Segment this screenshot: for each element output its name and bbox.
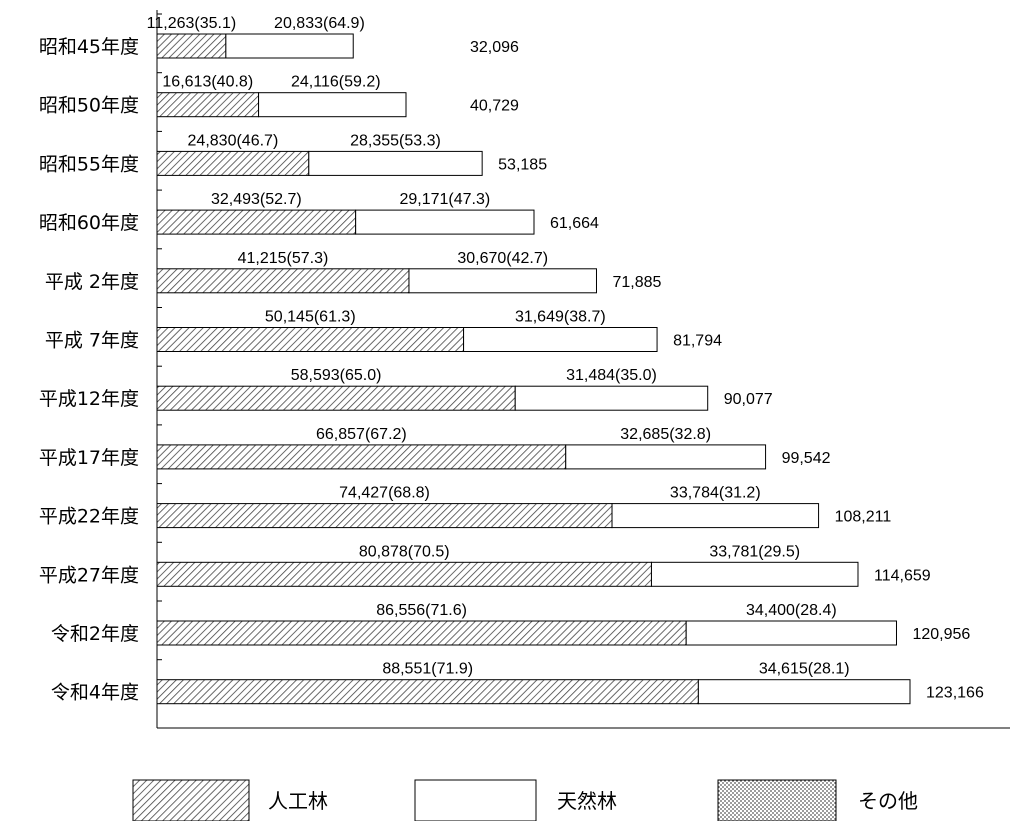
total-label: 108,211	[835, 509, 892, 526]
data-label-natural: 24,116(59.2)	[291, 74, 381, 91]
legend-label: 人工林	[268, 789, 328, 813]
data-label-planted: 16,613(40.8)	[162, 74, 253, 91]
bar-planted-forest	[156, 679, 699, 705]
data-label-natural: 34,615(28.1)	[759, 661, 850, 678]
legend-swatch-other	[717, 779, 837, 821]
plot-area: 昭和45年度 11,263(35.1) 20,833(64.9) 32,096 昭和50…	[39, 10, 1010, 729]
data-label-planted: 88,551(71.9)	[382, 661, 473, 678]
bar-planted-forest	[156, 33, 227, 59]
bar-natural-forest	[355, 209, 535, 235]
bar-planted-forest	[156, 561, 652, 587]
legend-swatch-natural	[414, 779, 537, 821]
bar-natural-forest	[697, 679, 911, 705]
bar-natural-forest	[408, 268, 597, 294]
bar-natural-forest	[650, 561, 859, 587]
bar-natural-forest	[308, 150, 483, 176]
data-label-planted: 86,556(71.6)	[376, 602, 467, 619]
bar-planted-forest	[156, 503, 613, 529]
legend-swatch-planted	[132, 779, 250, 821]
bar-natural-forest	[258, 92, 407, 118]
bar-natural-forest	[611, 503, 820, 529]
data-label-planted: 41,215(57.3)	[238, 250, 329, 267]
category-label: 昭和60年度	[39, 212, 139, 234]
bar-natural-forest	[685, 620, 897, 646]
data-label-planted: 66,857(67.2)	[316, 426, 407, 443]
bar-planted-forest	[156, 150, 310, 176]
category-label: 令和2年度	[51, 623, 139, 645]
category-label: 平成 7年度	[45, 330, 139, 352]
total-label: 99,542	[782, 450, 831, 467]
data-label-natural: 20,833(64.9)	[274, 15, 365, 32]
data-label-planted: 50,145(61.3)	[265, 309, 356, 326]
category-label: 平成 2年度	[45, 271, 139, 293]
category-label: 昭和55年度	[39, 153, 139, 175]
bar-planted-forest	[156, 92, 260, 118]
total-label: 120,956	[912, 626, 970, 643]
bar-planted-forest	[156, 327, 465, 352]
bar-planted-forest	[156, 620, 687, 646]
total-label: 53,185	[498, 156, 547, 173]
bar-planted-forest	[156, 385, 516, 411]
bar-planted-forest	[156, 209, 357, 235]
data-label-planted: 58,593(65.0)	[291, 367, 382, 384]
total-label: 32,096	[470, 39, 519, 56]
data-label-planted: 11,263(35.1)	[147, 15, 237, 32]
bar-natural-forest	[514, 385, 709, 411]
data-label-planted: 32,493(52.7)	[211, 191, 302, 208]
data-label-natural: 29,171(47.3)	[399, 191, 490, 208]
total-label: 114,659	[874, 567, 931, 584]
bar-planted-forest	[156, 268, 410, 294]
data-label-natural: 31,484(35.0)	[566, 367, 657, 384]
bar-natural-forest	[225, 33, 354, 59]
data-label-natural: 34,400(28.4)	[746, 602, 837, 619]
total-label: 71,885	[612, 274, 661, 291]
data-label-planted: 24,830(46.7)	[188, 132, 279, 149]
total-label: 123,166	[926, 685, 984, 702]
category-label: 平成27年度	[39, 564, 139, 586]
data-label-natural: 33,781(29.5)	[709, 543, 800, 560]
data-label-natural: 28,355(53.3)	[350, 132, 441, 149]
legend-label: 天然林	[557, 789, 617, 813]
category-label: 昭和45年度	[39, 36, 139, 58]
bar-planted-forest	[156, 444, 567, 470]
bar-natural-forest	[565, 444, 767, 470]
total-label: 81,794	[673, 333, 722, 350]
data-label-planted: 74,427(68.8)	[339, 485, 430, 502]
category-label: 令和4年度	[51, 682, 139, 704]
data-label-planted: 80,878(70.5)	[359, 543, 450, 560]
total-label: 61,664	[550, 215, 599, 232]
data-label-natural: 32,685(32.8)	[620, 426, 711, 443]
category-label: 平成17年度	[39, 447, 139, 469]
bar-natural-forest	[463, 327, 658, 352]
category-label: 昭和50年度	[39, 95, 139, 117]
category-label: 平成12年度	[39, 388, 139, 410]
category-label: 平成22年度	[39, 506, 139, 528]
total-label: 40,729	[470, 98, 519, 115]
total-label: 90,077	[724, 391, 773, 408]
data-label-natural: 30,670(42.7)	[457, 250, 548, 267]
data-label-natural: 33,784(31.2)	[670, 485, 761, 502]
legend-label: その他	[858, 789, 918, 813]
data-label-natural: 31,649(38.7)	[515, 309, 606, 326]
legend: 人工林 天然林 その他	[132, 779, 918, 821]
